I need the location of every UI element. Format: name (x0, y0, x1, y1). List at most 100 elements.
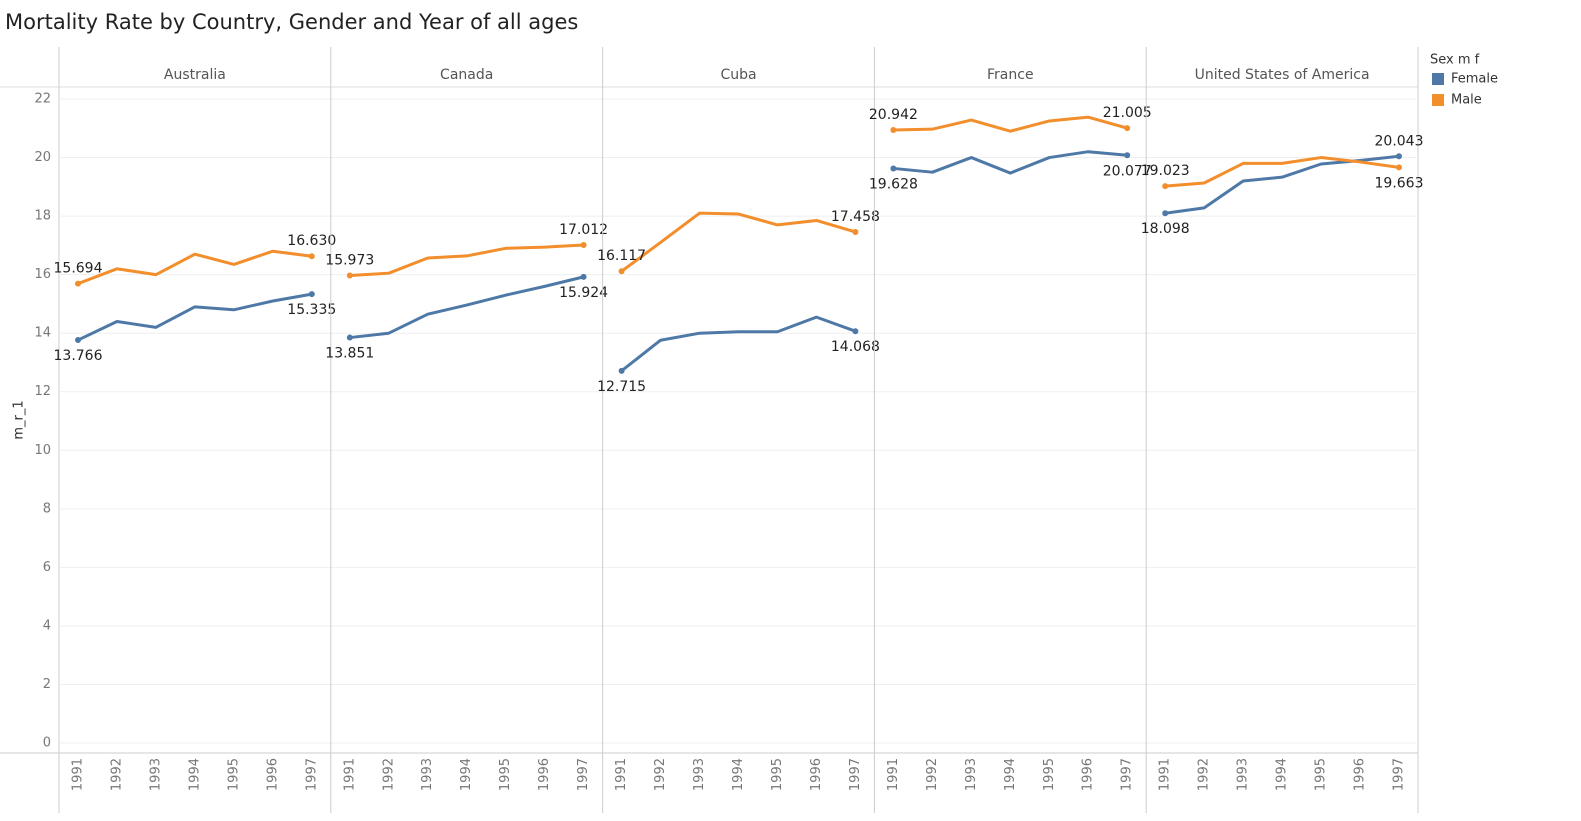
point (580, 242, 587, 249)
series-line (77, 292, 313, 342)
data-label: 20.942 (869, 107, 918, 123)
data-label: 20.043 (1375, 133, 1424, 149)
x-tick-label: 1992 (381, 758, 396, 791)
point (308, 253, 315, 260)
data-label: 15.973 (325, 252, 374, 268)
series-line (620, 211, 856, 273)
x-tick-label: 1993 (964, 758, 979, 791)
panel-header: France (987, 67, 1034, 83)
series-line (1165, 156, 1400, 188)
point (1396, 153, 1402, 160)
panel-header: Cuba (720, 67, 756, 83)
x-tick-label: 1996 (537, 758, 552, 791)
x-tick-label: 1994 (731, 758, 746, 791)
data-label: 20.077 (1103, 163, 1152, 179)
x-tick-label: 1995 (770, 758, 785, 791)
legend-swatch (1432, 73, 1444, 85)
x-tick-label: 1992 (653, 758, 668, 791)
x-tick-label: 1991 (342, 758, 357, 791)
y-tick-label: 18 (34, 209, 51, 224)
x-tick-label: 1991 (71, 758, 86, 791)
x-tick-label: 1993 (1236, 758, 1251, 791)
data-label: 19.663 (1375, 175, 1424, 191)
panel-header: Australia (164, 67, 226, 83)
x-tick-label: 1996 (1353, 758, 1368, 791)
y-axis-label: m_r_1 (12, 400, 27, 439)
y-tick-label: 10 (34, 443, 51, 458)
point (308, 291, 315, 298)
data-label: 15.335 (287, 302, 336, 318)
point (890, 126, 897, 133)
point (1162, 183, 1169, 190)
series-line (620, 315, 856, 372)
data-label: 12.715 (597, 379, 646, 395)
panel-header: United States of America (1195, 67, 1370, 83)
x-tick-label: 1994 (187, 758, 202, 791)
x-tick-label: 1993 (692, 758, 707, 791)
panel-header: Canada (440, 67, 493, 83)
y-tick-label: 4 (43, 618, 51, 633)
data-label: 18.098 (1141, 221, 1190, 237)
y-tick-label: 6 (43, 560, 51, 575)
y-tick-label: 14 (34, 326, 51, 341)
x-tick-label: 1994 (1003, 758, 1018, 791)
y-tick-label: 22 (34, 92, 51, 107)
legend-label: Male (1451, 93, 1482, 108)
x-tick-label: 1995 (498, 758, 513, 791)
x-tick-label: 1995 (226, 758, 241, 791)
y-tick-label: 16 (34, 267, 51, 282)
x-tick-label: 1997 (848, 758, 863, 791)
point (852, 328, 859, 335)
x-tick-label: 1992 (109, 758, 124, 791)
point (1162, 210, 1169, 217)
data-label: 15.924 (559, 285, 608, 301)
x-tick-label: 1992 (925, 758, 940, 791)
point (346, 272, 353, 279)
x-tick-label: 1997 (304, 758, 319, 791)
legend-swatch (1432, 94, 1444, 106)
series-line (893, 115, 1128, 133)
legend-label: Female (1451, 72, 1498, 87)
x-tick-label: 1994 (459, 758, 474, 791)
point (1396, 164, 1402, 171)
data-label: 16.630 (287, 233, 336, 249)
y-tick-label: 8 (43, 501, 51, 516)
data-label: 15.694 (54, 261, 103, 277)
point (1124, 152, 1131, 159)
x-tick-label: 1996 (265, 758, 280, 791)
data-label: 14.068 (831, 339, 880, 355)
x-tick-label: 1995 (1314, 758, 1329, 791)
y-tick-label: 20 (34, 150, 51, 165)
x-tick-label: 1993 (420, 758, 435, 791)
data-label: 17.012 (559, 222, 608, 238)
x-tick-label: 1991 (886, 758, 901, 791)
legend-title: Sex m f (1430, 53, 1480, 68)
point (1124, 125, 1131, 132)
x-tick-label: 1997 (1392, 758, 1407, 791)
x-tick-label: 1995 (1042, 758, 1057, 791)
x-tick-label: 1996 (1081, 758, 1096, 791)
point (618, 367, 625, 374)
data-label: 16.117 (597, 248, 646, 264)
series-line (77, 249, 312, 286)
x-tick-label: 1997 (576, 758, 591, 791)
x-tick-label: 1994 (1275, 758, 1290, 791)
data-label: 13.851 (325, 346, 374, 362)
point (580, 273, 587, 280)
x-tick-label: 1996 (809, 758, 824, 791)
point (852, 228, 859, 235)
data-label: 13.766 (54, 348, 103, 364)
data-label: 19.628 (869, 176, 918, 192)
point (618, 268, 625, 275)
x-tick-label: 1993 (148, 758, 163, 791)
point (890, 165, 897, 172)
series-line (893, 150, 1128, 175)
chart-title: Mortality Rate by Country, Gender and Ye… (5, 10, 578, 34)
x-tick-label: 1991 (614, 758, 629, 791)
series-line (349, 243, 584, 277)
data-label: 21.005 (1103, 105, 1152, 121)
y-tick-label: 0 (43, 736, 51, 751)
data-label: 17.458 (831, 209, 880, 225)
x-tick-label: 1991 (1158, 758, 1173, 791)
